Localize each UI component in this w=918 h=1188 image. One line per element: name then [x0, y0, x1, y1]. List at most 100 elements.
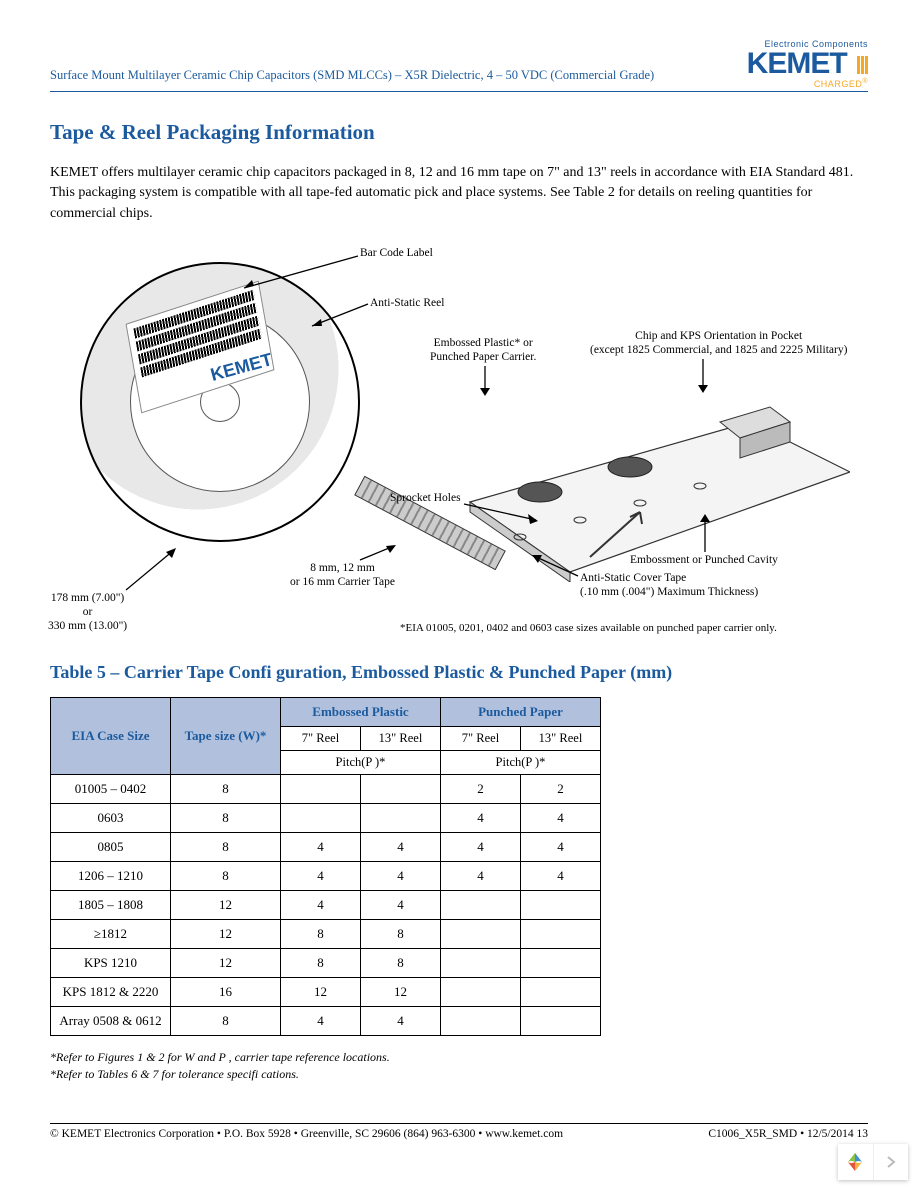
label-eia-note: *EIA 01005, 0201, 0402 and 0603 case siz… — [400, 622, 777, 635]
cell-w: 8 — [171, 1006, 281, 1035]
cell-p13: 4 — [521, 861, 601, 890]
arrow-cover — [528, 552, 582, 580]
table-row: 1206 – 121084444 — [51, 861, 601, 890]
table-row: Array 0508 & 0612844 — [51, 1006, 601, 1035]
footer-right: C1006_X5R_SMD • 12/5/2014 13 — [708, 1128, 868, 1140]
cell-case: 0603 — [51, 803, 171, 832]
cell-case: ≥1812 — [51, 919, 171, 948]
cell-p13 — [521, 919, 601, 948]
cell-e13: 4 — [361, 890, 441, 919]
packaging-diagram: KEMET Bar Code Label Anti-Static Reel Em… — [50, 242, 870, 642]
cell-p7 — [441, 919, 521, 948]
carrier-3d-graphic — [430, 382, 850, 582]
cell-p13: 4 — [521, 803, 601, 832]
cell-e13: 4 — [361, 832, 441, 861]
th-pitch-p: Pitch(P )* — [441, 750, 601, 774]
th-p7: 7" Reel — [441, 726, 521, 750]
cell-e13: 8 — [361, 948, 441, 977]
table-row: 01005 – 0402822 — [51, 774, 601, 803]
footnote-1: *Refer to Figures 1 & 2 for W and P , ca… — [50, 1050, 868, 1065]
logo-stripes-icon — [856, 50, 868, 80]
cell-w: 8 — [171, 774, 281, 803]
cell-p13 — [521, 977, 601, 1006]
th-punched: Punched Paper — [441, 697, 601, 726]
label-chip-orientation: Chip and KPS Orientation in Pocket (exce… — [590, 330, 847, 358]
page-footer: © KEMET Electronics Corporation • P.O. B… — [50, 1123, 868, 1140]
cell-e7: 12 — [281, 977, 361, 1006]
cell-case: 0805 — [51, 832, 171, 861]
arrow-embossed — [470, 364, 500, 400]
cell-e13: 12 — [361, 977, 441, 1006]
th-tape: Tape size (W)* — [171, 697, 281, 774]
arrow-antistatic — [308, 300, 370, 330]
cell-w: 8 — [171, 832, 281, 861]
cell-e7: 4 — [281, 861, 361, 890]
cell-p7: 4 — [441, 861, 521, 890]
cell-case: 1805 – 1808 — [51, 890, 171, 919]
cell-case: KPS 1812 & 2220 — [51, 977, 171, 1006]
cell-e7: 4 — [281, 1006, 361, 1035]
cell-p7: 2 — [441, 774, 521, 803]
table-heading: Table 5 – Carrier Tape Confi guration, E… — [50, 662, 868, 683]
th-case: EIA Case Size — [51, 697, 171, 774]
pager-next-button[interactable] — [874, 1144, 909, 1180]
table-row: ≥18121288 — [51, 919, 601, 948]
footer-left: © KEMET Electronics Corporation • P.O. B… — [50, 1128, 563, 1140]
label-barcode: Bar Code Label — [360, 247, 433, 261]
cell-p7: 4 — [441, 803, 521, 832]
cell-p7 — [441, 1006, 521, 1035]
cell-p13 — [521, 890, 601, 919]
label-carrier-sizes: 8 mm, 12 mm or 16 mm Carrier Tape — [290, 562, 395, 590]
pager-logo-icon[interactable] — [838, 1144, 874, 1180]
logo-charged: CHARGED — [814, 79, 863, 89]
cell-w: 12 — [171, 948, 281, 977]
table-row: 080584444 — [51, 832, 601, 861]
section-heading: Tape & Reel Packaging Information — [50, 120, 868, 145]
cell-case: KPS 1210 — [51, 948, 171, 977]
page-header: Surface Mount Multilayer Ceramic Chip Ca… — [50, 40, 868, 92]
cell-e7: 8 — [281, 919, 361, 948]
cell-p13 — [521, 948, 601, 977]
cell-p7 — [441, 977, 521, 1006]
cell-e13: 4 — [361, 1006, 441, 1035]
cell-e7: 4 — [281, 832, 361, 861]
cell-e13 — [361, 803, 441, 832]
cell-e13 — [361, 774, 441, 803]
label-embossment-cavity: Embossment or Punched Cavity — [630, 554, 778, 568]
table-row: KPS 12101288 — [51, 948, 601, 977]
cell-e7 — [281, 774, 361, 803]
cell-case: 1206 – 1210 — [51, 861, 171, 890]
cell-p13 — [521, 1006, 601, 1035]
footnote-2: *Refer to Tables 6 & 7 for tolerance spe… — [50, 1067, 868, 1082]
table-row: KPS 1812 & 2220161212 — [51, 977, 601, 1006]
carrier-tape-table: EIA Case Size Tape size (W)* Embossed Pl… — [50, 697, 601, 1036]
cell-case: 01005 – 0402 — [51, 774, 171, 803]
table-row: 0603844 — [51, 803, 601, 832]
label-embossed-punched: Embossed Plastic* or Punched Paper Carri… — [430, 337, 536, 365]
cell-p13: 4 — [521, 832, 601, 861]
cell-p7 — [441, 890, 521, 919]
label-sprocket: Sprocket Holes — [390, 492, 461, 506]
cell-e7: 4 — [281, 890, 361, 919]
cell-w: 12 — [171, 919, 281, 948]
arrow-barcode — [240, 252, 360, 292]
cell-e13: 8 — [361, 919, 441, 948]
cell-p7 — [441, 948, 521, 977]
th-embossed: Embossed Plastic — [281, 697, 441, 726]
arrow-sprocket — [460, 500, 540, 530]
cell-p7: 4 — [441, 832, 521, 861]
th-e13: 13" Reel — [361, 726, 441, 750]
cell-w: 8 — [171, 861, 281, 890]
table-row: 1805 – 18081244 — [51, 890, 601, 919]
kemet-logo: Electronic Components KEMET CHARGED® — [747, 40, 868, 89]
cell-e13: 4 — [361, 861, 441, 890]
pager-widget — [838, 1144, 908, 1180]
th-pitch-e: Pitch(P )* — [281, 750, 441, 774]
arrow-sizes — [358, 542, 398, 564]
logo-text: KEMET — [747, 47, 847, 80]
arrow-cavity — [690, 510, 720, 556]
intro-paragraph: KEMET offers multilayer ceramic chip cap… — [50, 163, 868, 224]
cell-e7 — [281, 803, 361, 832]
label-cover-tape: Anti-Static Cover Tape (.10 mm (.004") M… — [580, 572, 758, 600]
doc-title: Surface Mount Multilayer Ceramic Chip Ca… — [50, 68, 654, 89]
